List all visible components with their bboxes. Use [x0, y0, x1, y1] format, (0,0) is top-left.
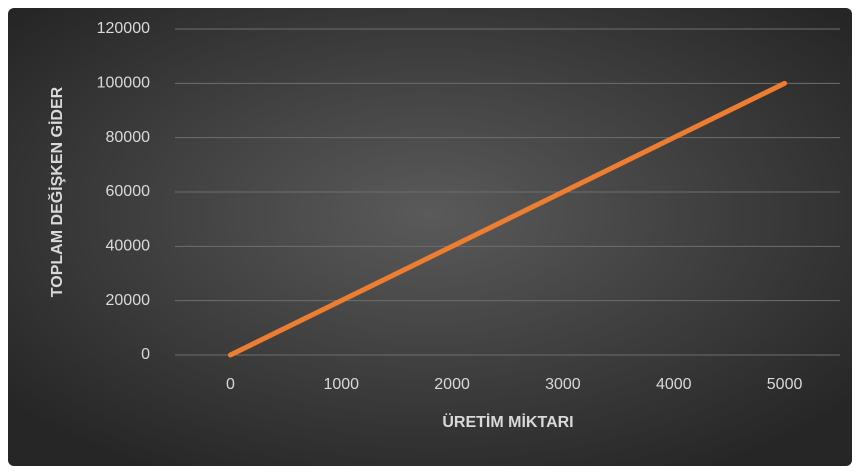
x-tick-label: 5000 — [767, 376, 803, 393]
y-axis-title: TOPLAM DEĞİŞKEN GİDER — [47, 86, 66, 297]
x-axis-title: ÜRETİM MİKTARI — [442, 412, 573, 431]
y-tick-label: 0 — [141, 346, 150, 363]
x-tick-label: 3000 — [545, 376, 581, 393]
y-tick-label: 20000 — [106, 292, 151, 309]
chart-background — [8, 8, 852, 466]
x-tick-label: 1000 — [323, 376, 359, 393]
y-tick-label: 80000 — [106, 129, 151, 146]
x-tick-label: 0 — [226, 376, 235, 393]
data-line — [227, 80, 788, 358]
y-tick-label: 40000 — [106, 238, 151, 255]
y-tick-label: 120000 — [97, 20, 150, 37]
x-tick-label: 4000 — [656, 376, 692, 393]
y-tick-label: 60000 — [106, 183, 151, 200]
x-tick-label: 2000 — [434, 376, 470, 393]
y-tick-label: 100000 — [97, 75, 150, 92]
